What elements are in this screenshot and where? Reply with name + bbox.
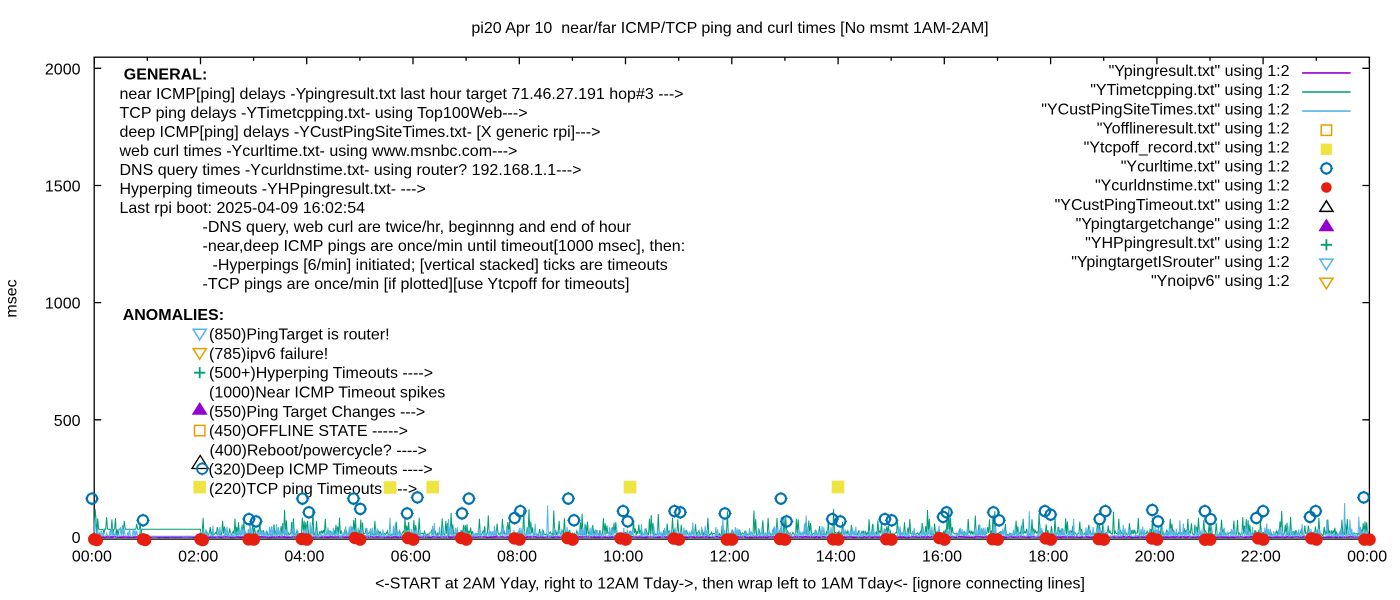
svg-text:"Ypingresult.txt" using 1:2: "Ypingresult.txt" using 1:2	[1109, 63, 1290, 80]
svg-text:TCP ping delays -YTimetcpping.: TCP ping delays -YTimetcpping.txt- using…	[120, 105, 528, 122]
svg-text:"YTimetcpping.txt" using 1:2: "YTimetcpping.txt" using 1:2	[1090, 82, 1289, 99]
svg-text:msec: msec	[3, 279, 20, 317]
svg-text:Last rpi boot: 2025-04-09 16:0: Last rpi boot: 2025-04-09 16:02:54	[120, 200, 366, 217]
svg-text:1000: 1000	[45, 296, 81, 313]
svg-text:-DNS query, web curl are twice: -DNS query, web curl are twice/hr, begin…	[203, 219, 632, 236]
svg-text:near ICMP[ping] delays -Ypingr: near ICMP[ping] delays -Ypingresult.txt …	[120, 86, 684, 103]
svg-text:(320)Deep ICMP Timeouts ---->: (320)Deep ICMP Timeouts ---->	[209, 462, 433, 479]
svg-text:"Yofflineresult.txt" using 1:2: "Yofflineresult.txt" using 1:2	[1097, 120, 1290, 137]
svg-text:00:00: 00:00	[72, 549, 112, 566]
svg-text:pi20 Apr 10 near/far ICMP/TCP: pi20 Apr 10 near/far ICMP/TCP ping and c…	[471, 20, 988, 37]
svg-text:<-START at 2AM Yday, right to: <-START at 2AM Yday, right to 12AM Tday-…	[375, 576, 1085, 593]
svg-text:2000: 2000	[45, 61, 81, 78]
svg-text:DNS query times -Ycurldnstime.: DNS query times -Ycurldnstime.txt- using…	[120, 162, 582, 179]
svg-text:-Hyperpings [6/min] initiated;: -Hyperpings [6/min] initiated; [vertical…	[213, 257, 668, 274]
svg-text:GENERAL:: GENERAL:	[124, 67, 208, 84]
svg-text:08:00: 08:00	[497, 549, 537, 566]
svg-text:14:00: 14:00	[816, 549, 856, 566]
svg-text:0: 0	[72, 530, 81, 547]
svg-text:16:00: 16:00	[922, 549, 962, 566]
svg-text:10:00: 10:00	[603, 549, 643, 566]
svg-text:(850)PingTarget is router!: (850)PingTarget is router!	[209, 327, 390, 344]
svg-text:Hyperping timeouts -YHPpingres: Hyperping timeouts -YHPpingresult.txt- -…	[120, 181, 426, 198]
svg-text:"Ytcpoff_record.txt" using 1:2: "Ytcpoff_record.txt" using 1:2	[1084, 140, 1290, 157]
svg-text:(400)Reboot/powercycle? ---->: (400)Reboot/powercycle? ---->	[210, 442, 427, 459]
svg-text:"YCustPingTimeout.txt" using 1: "YCustPingTimeout.txt" using 1:2	[1055, 197, 1290, 214]
svg-text:(220)TCP ping Timeouts ---->: (220)TCP ping Timeouts ---->	[209, 481, 417, 498]
svg-text:(550)Ping Target Changes --->: (550)Ping Target Changes --->	[209, 404, 425, 421]
svg-text:"YHPpingresult.txt" using 1:2: "YHPpingresult.txt" using 1:2	[1085, 235, 1289, 252]
svg-text:(500+)Hyperping Timeouts ---->: (500+)Hyperping Timeouts ---->	[209, 365, 433, 382]
svg-text:"YCustPingSiteTimes.txt" using: "YCustPingSiteTimes.txt" using 1:2	[1041, 101, 1289, 118]
svg-text:"Ypingtargetchange" using 1:2: "Ypingtargetchange" using 1:2	[1076, 216, 1290, 233]
svg-text:(785)ipv6 failure!: (785)ipv6 failure!	[209, 346, 328, 363]
svg-text:22:00: 22:00	[1241, 549, 1281, 566]
svg-text:02:00: 02:00	[178, 549, 218, 566]
svg-text:00:00: 00:00	[1347, 549, 1387, 566]
svg-text:"Ycurltime.txt" using 1:2: "Ycurltime.txt" using 1:2	[1121, 159, 1290, 176]
svg-text:1500: 1500	[45, 179, 81, 196]
svg-text:web curl times -Ycurltime.txt-: web curl times -Ycurltime.txt- using www…	[119, 143, 518, 160]
svg-text:"Ycurldnstime.txt" using 1:2: "Ycurldnstime.txt" using 1:2	[1095, 178, 1290, 195]
svg-text:12:00: 12:00	[709, 549, 749, 566]
svg-text:-near,deep ICMP pings are once: -near,deep ICMP pings are once/min until…	[203, 238, 686, 255]
svg-text:500: 500	[54, 413, 81, 430]
svg-text:(450)OFFLINE STATE ----->: (450)OFFLINE STATE ----->	[209, 423, 408, 440]
svg-text:"Ynoipv6" using 1:2: "Ynoipv6" using 1:2	[1151, 273, 1290, 290]
svg-text:deep ICMP[ping] delays -YCustP: deep ICMP[ping] delays -YCustPingSiteTim…	[120, 124, 601, 141]
svg-text:04:00: 04:00	[284, 549, 324, 566]
svg-text:20:00: 20:00	[1135, 549, 1175, 566]
svg-text:18:00: 18:00	[1028, 549, 1068, 566]
svg-text:-TCP pings are once/min [if pl: -TCP pings are once/min [if plotted][use…	[203, 276, 630, 293]
svg-text:"YpingtargetISrouter" using 1:: "YpingtargetISrouter" using 1:2	[1071, 254, 1289, 271]
svg-text:(1000)Near ICMP Timeout spikes: (1000)Near ICMP Timeout spikes	[209, 385, 445, 402]
svg-text:ANOMALIES:: ANOMALIES:	[123, 307, 224, 324]
svg-text:06:00: 06:00	[391, 549, 431, 566]
